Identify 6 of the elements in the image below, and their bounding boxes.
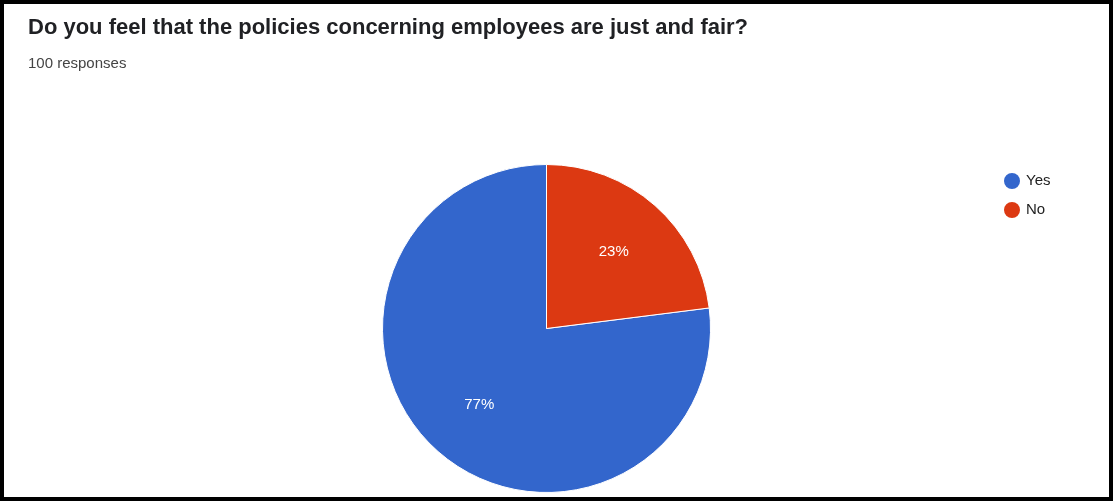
text: 100 responses bbox=[28, 54, 127, 71]
legend-label: No bbox=[1026, 200, 1046, 218]
chart-title: Do you feel that the policies concerning employees are just and fair? bbox=[28, 14, 749, 40]
data-label: 77% bbox=[464, 394, 495, 412]
data-label: 23% bbox=[598, 242, 629, 260]
legend-label: Yes bbox=[1026, 171, 1051, 189]
